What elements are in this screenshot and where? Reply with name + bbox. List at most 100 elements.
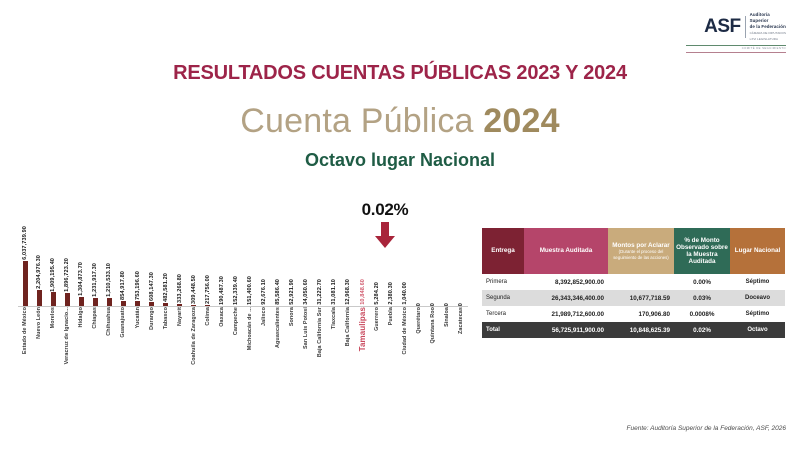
category-label-text: Veracruz de Ignacio... bbox=[64, 307, 71, 365]
bar-value-label: 217,756.00 bbox=[204, 275, 211, 305]
down-arrow-icon bbox=[375, 222, 395, 248]
bar-3: 1,909,195.40 bbox=[46, 195, 60, 307]
logo-line-1: Auditoría bbox=[749, 12, 770, 17]
bar-value-label: 1,896,723.20 bbox=[64, 257, 71, 292]
logo-line-2: Superior bbox=[749, 17, 769, 23]
page-title: RESULTADOS CUENTAS PÚBLICAS 2023 Y 2024 bbox=[173, 62, 627, 84]
category-label-text: Sonora bbox=[289, 307, 296, 327]
category-label-2: Nuevo León bbox=[32, 307, 46, 341]
bar-value-label: 753,196.60 bbox=[134, 271, 141, 301]
bar-value-label: 309,448.50 bbox=[190, 274, 197, 304]
bar-value-label: 31,081.10 bbox=[331, 278, 338, 305]
bar-value-label: 10,848.60 bbox=[359, 278, 366, 305]
bar-11: 482,581.20 bbox=[159, 195, 173, 307]
bar-12: 333,268.80 bbox=[173, 195, 187, 307]
cell-muestra-auditada: 8,392,852,900.00 bbox=[524, 274, 608, 290]
percent-callout: 0.02% bbox=[345, 200, 425, 253]
category-label-21: San Luis Potosí bbox=[299, 307, 313, 351]
bar-value-label: 152,339.40 bbox=[232, 275, 239, 305]
bar-rect bbox=[163, 303, 169, 307]
category-label-text: Michoacán de ... bbox=[247, 307, 254, 351]
logo-row: ASF Auditoría Superior de la Federación … bbox=[704, 12, 786, 42]
bar-value-label: 85,586.40 bbox=[275, 278, 282, 305]
category-label-text: Oaxaca bbox=[218, 307, 225, 327]
bar-1: 6,037,739.90 bbox=[18, 195, 32, 307]
category-label-text: Puebla bbox=[387, 307, 394, 326]
category-label-text: Hidalgo bbox=[78, 307, 85, 328]
bar-rect bbox=[177, 304, 183, 307]
category-label-22: Baja California Sur bbox=[313, 307, 327, 359]
table-header-row: Entrega Muestra Auditada Montos por Acla… bbox=[482, 228, 785, 274]
bar-rect bbox=[135, 301, 141, 307]
col-header-montos-por-aclarar: Montos por Aclarar (Durante el proceso d… bbox=[608, 228, 674, 274]
bar-rect bbox=[22, 261, 28, 307]
category-label-text: Campeche bbox=[232, 307, 239, 336]
category-label-text: Guanajuato bbox=[120, 307, 127, 338]
table-row: Tercera 21,989,712,600.00 170,906.80 0.0008… bbox=[482, 306, 785, 322]
category-label-text: Baja California Sur bbox=[317, 307, 324, 358]
category-axis-labels: Estado de México Nuevo León Morelos Veracru… bbox=[18, 307, 468, 395]
bar-value-label: 482,581.20 bbox=[162, 273, 169, 303]
category-label-19: Aguascalientes bbox=[271, 307, 285, 350]
category-label-25: Tamaulipas bbox=[356, 307, 370, 353]
logo-subtext: Auditoría Superior de la Federación CÁMA… bbox=[750, 12, 786, 42]
category-label-text: Colima bbox=[204, 307, 211, 326]
category-label-text: Tamaulipas bbox=[358, 307, 368, 352]
category-label-29: Querétaro bbox=[412, 307, 426, 336]
category-label-10: Durango bbox=[145, 307, 159, 332]
cell-lugar-nacional: Doceavo bbox=[730, 290, 785, 306]
bar-value-label: 2,380.30 bbox=[387, 281, 394, 305]
category-label-text: Jalisco bbox=[261, 307, 268, 326]
category-label-text: Yucatán bbox=[134, 307, 141, 329]
table-row: Primera 8,392,852,900.00 0.00% Séptimo bbox=[482, 274, 785, 290]
bar-value-label: 31,222.70 bbox=[317, 278, 324, 305]
bar-value-label: 34,050.60 bbox=[303, 278, 310, 305]
col-header-entrega: Entrega bbox=[482, 228, 524, 274]
category-label-24: Baja California bbox=[341, 307, 355, 348]
bar-value-label: 1,909,195.40 bbox=[50, 257, 57, 292]
category-label-text: Nuevo León bbox=[36, 307, 43, 339]
bar-2: 2,204,976.30 bbox=[32, 195, 46, 307]
bar-rect bbox=[64, 292, 70, 307]
bar-value-label: 151,400.60 bbox=[247, 275, 254, 305]
category-label-text: Chihuahua bbox=[106, 307, 113, 336]
category-label-text: Durango bbox=[148, 307, 155, 330]
bar-5: 1,304,873.70 bbox=[74, 195, 88, 307]
category-label-9: Yucatán bbox=[131, 307, 145, 330]
category-label-27: Puebla bbox=[384, 307, 398, 327]
bar-value-label: 2,204,976.30 bbox=[36, 255, 43, 290]
cell-pct-observado: 0.0008% bbox=[674, 306, 730, 322]
col-header-lugar-nacional: Lugar Nacional bbox=[730, 228, 785, 274]
cell-entrega: Total bbox=[482, 322, 524, 338]
category-label-7: Chihuahua bbox=[102, 307, 116, 338]
cell-montos-por-aclarar bbox=[608, 274, 674, 290]
category-label-18: Jalisco bbox=[257, 307, 271, 328]
cell-muestra-auditada: 26,343,346,400.00 bbox=[524, 290, 608, 306]
category-label-5: Hidalgo bbox=[74, 307, 88, 329]
cell-lugar-nacional: Séptimo bbox=[730, 306, 785, 322]
col-header-pct-monto-observado: % de Monto Observado sobre la Muestra Au… bbox=[674, 228, 730, 274]
category-label-text: Chiapas bbox=[92, 307, 99, 329]
bar-7: 1,210,533.10 bbox=[102, 195, 116, 307]
category-label-31: Sinaloa bbox=[440, 307, 454, 329]
bar-rect bbox=[92, 297, 98, 307]
category-label-32: Zacatecas bbox=[454, 307, 468, 336]
callout-percent-value: 0.02% bbox=[361, 200, 409, 219]
category-label-text: Sinaloa bbox=[443, 307, 450, 327]
cell-lugar-nacional: Octavo bbox=[730, 322, 785, 338]
category-label-text: Morelos bbox=[50, 307, 57, 329]
category-label-text: Ciudad de México bbox=[401, 307, 408, 355]
col-header-aclarar-main: Montos por Aclarar bbox=[612, 242, 670, 250]
cell-pct-observado: 0.02% bbox=[674, 322, 730, 338]
cell-entrega: Segunda bbox=[482, 290, 524, 306]
cell-montos-por-aclarar: 10,848,625.39 bbox=[608, 322, 674, 338]
category-label-23: Tlaxcala bbox=[327, 307, 341, 331]
bar-31: 0 bbox=[440, 195, 454, 307]
category-label-6: Chiapas bbox=[88, 307, 102, 331]
logo-legend: COMITÉ DE SEGUIMIENTO bbox=[741, 46, 786, 51]
bar-17: 151,400.60 bbox=[243, 195, 257, 307]
bar-16: 152,339.40 bbox=[229, 195, 243, 307]
category-label-14: Colima bbox=[201, 307, 215, 328]
category-label-text: Estado de México bbox=[22, 307, 29, 355]
logo-line-3: de la Federación bbox=[749, 23, 786, 29]
